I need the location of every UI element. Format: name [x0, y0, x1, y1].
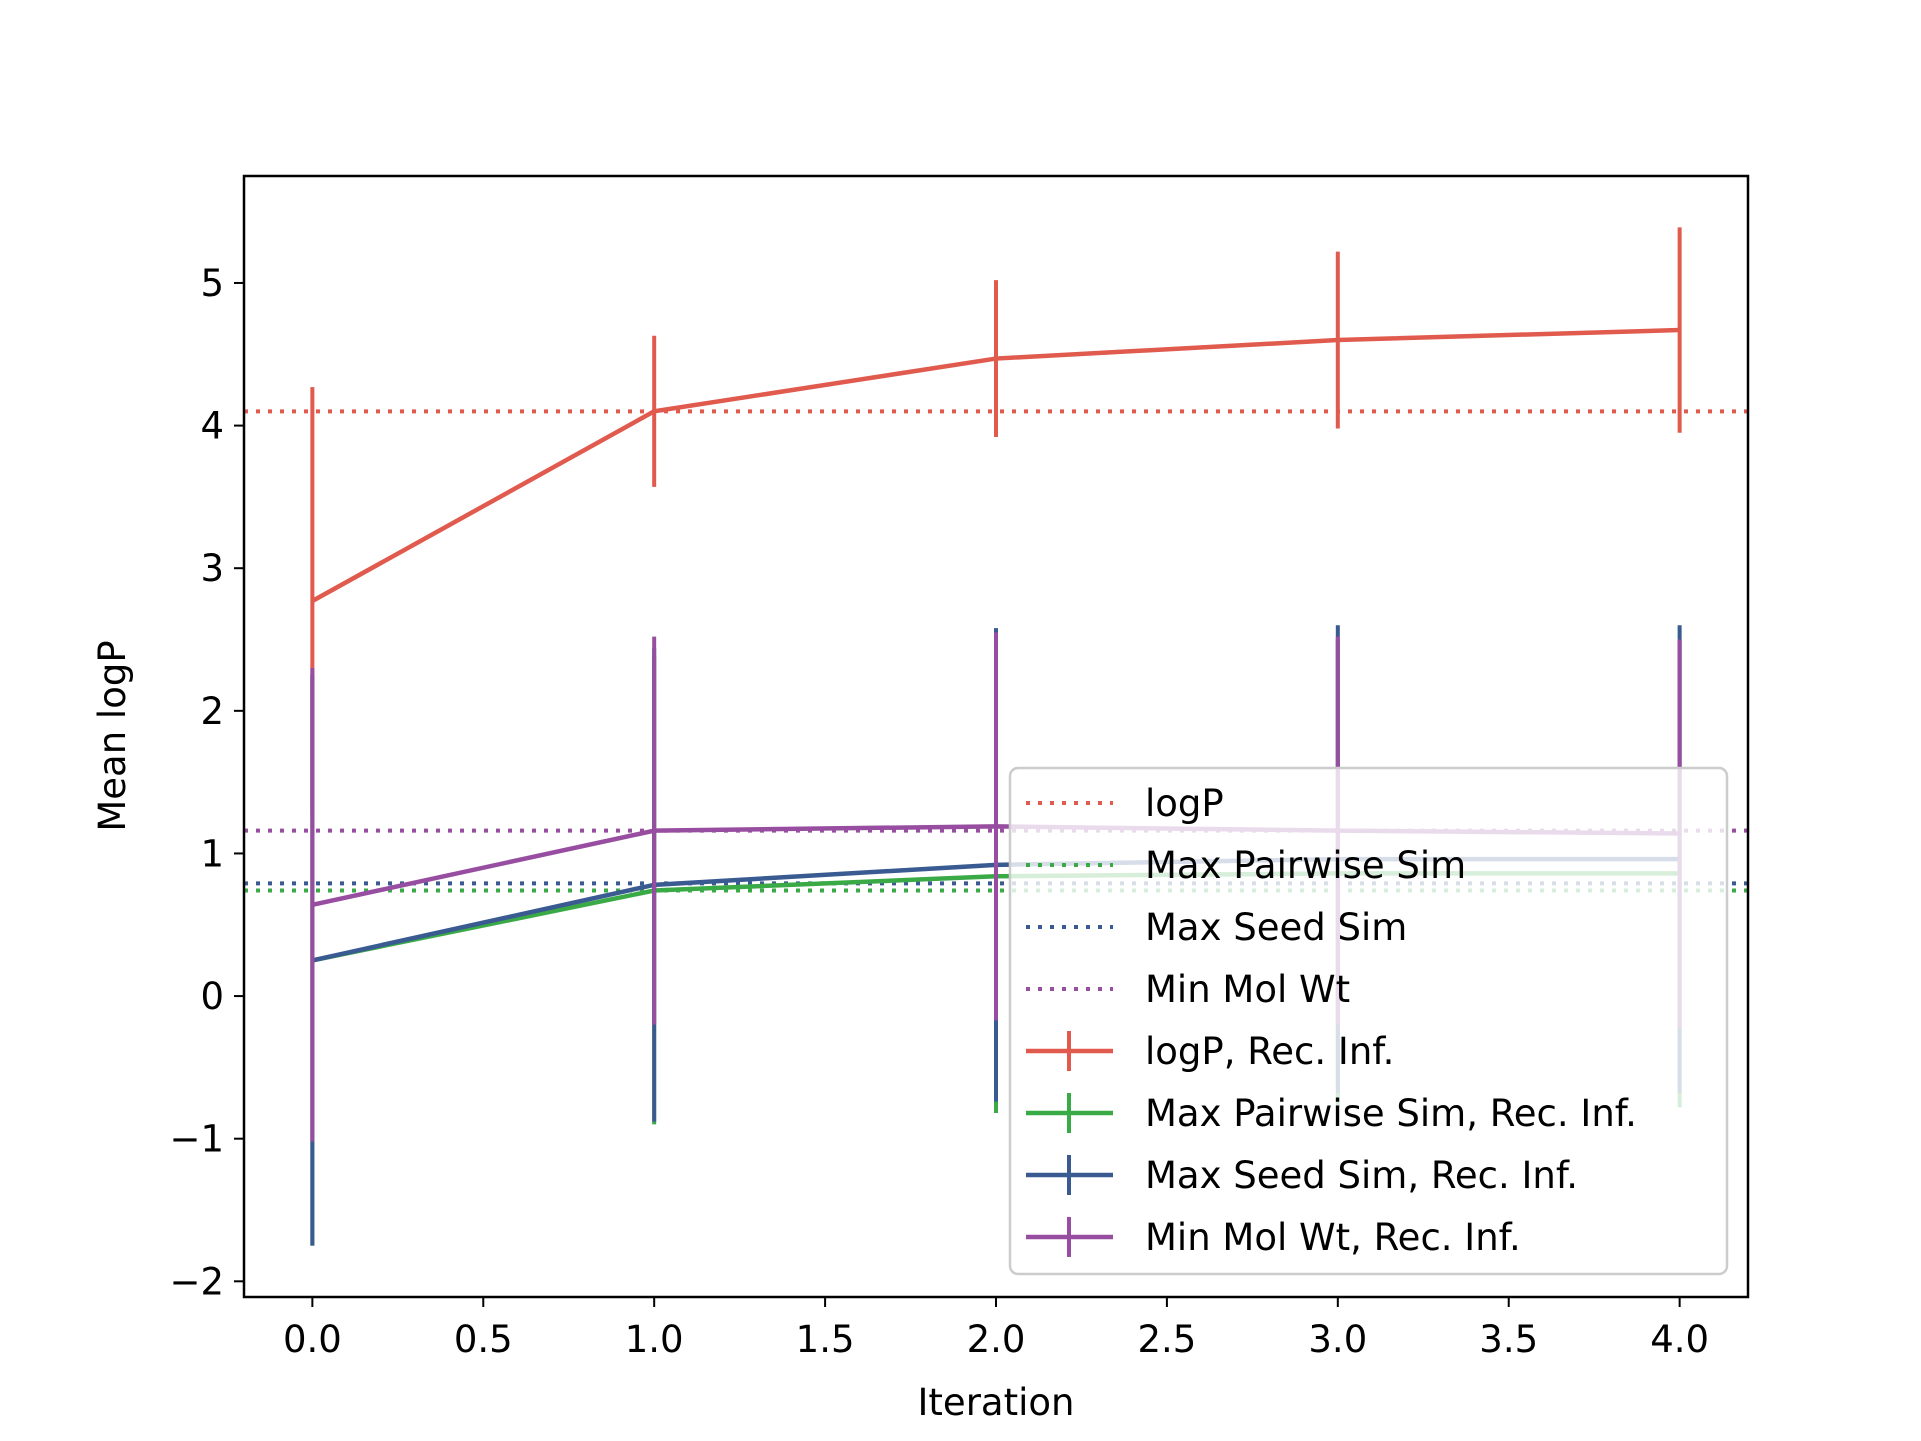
y-tick-label: 1	[200, 832, 224, 875]
legend: logP Max Pairwise Sim Max Seed Sim Min Mol …	[1008, 766, 1729, 1276]
legend-label: Max Pairwise Sim	[1145, 844, 1466, 887]
legend-item: Max Pairwise Sim, Rec. Inf.	[1026, 1092, 1637, 1135]
legend-label: Min Mol Wt	[1145, 968, 1350, 1011]
legend-label: logP, Rec. Inf.	[1145, 1030, 1394, 1073]
x-tick-label: 0.5	[454, 1318, 513, 1361]
legend-label: Max Pairwise Sim, Rec. Inf.	[1145, 1092, 1637, 1135]
legend-item: logP	[1026, 782, 1224, 825]
x-tick-label: 2.5	[1137, 1318, 1196, 1361]
x-tick-label: 1.0	[625, 1318, 684, 1361]
legend-label: Max Seed Sim, Rec. Inf.	[1145, 1154, 1578, 1197]
x-tick-label: 1.5	[796, 1318, 855, 1361]
legend-label: Min Mol Wt, Rec. Inf.	[1145, 1216, 1521, 1259]
ticks: 0.0 0.5 1.0 1.5 2.0 2.5 3.0 3.5 4.0 −2 −1 0 1 2 3 4 5	[169, 262, 1709, 1361]
y-tick-label: 3	[200, 547, 224, 590]
y-tick-label: −1	[169, 1118, 224, 1161]
legend-label: logP	[1145, 782, 1224, 825]
legend-item: Max Seed Sim, Rec. Inf.	[1026, 1154, 1578, 1197]
y-tick-label: −2	[169, 1260, 224, 1303]
y-tick-label: 2	[200, 690, 224, 733]
legend-label: Max Seed Sim	[1145, 906, 1407, 949]
x-tick-label: 0.0	[283, 1318, 342, 1361]
legend-item: Min Mol Wt	[1026, 968, 1350, 1011]
legend-item: logP, Rec. Inf.	[1026, 1030, 1394, 1073]
y-tick-label: 5	[200, 262, 224, 305]
x-tick-label: 4.0	[1650, 1318, 1709, 1361]
series-0	[310, 227, 1682, 815]
legend-item: Max Pairwise Sim	[1026, 844, 1466, 887]
legend-item: Max Seed Sim	[1026, 906, 1407, 949]
legend-item: Min Mol Wt, Rec. Inf.	[1026, 1216, 1521, 1259]
y-axis-label: Mean logP	[91, 640, 134, 831]
x-tick-label: 3.0	[1308, 1318, 1367, 1361]
x-tick-label: 3.5	[1479, 1318, 1538, 1361]
legend-box	[1008, 766, 1729, 1276]
plot-area	[244, 227, 1748, 1246]
series-line	[311, 327, 1680, 603]
y-tick-label: 4	[200, 405, 224, 448]
x-tick-label: 2.0	[967, 1318, 1026, 1361]
y-tick-label: 0	[200, 975, 224, 1018]
x-axis-label: Iteration	[918, 1381, 1075, 1424]
